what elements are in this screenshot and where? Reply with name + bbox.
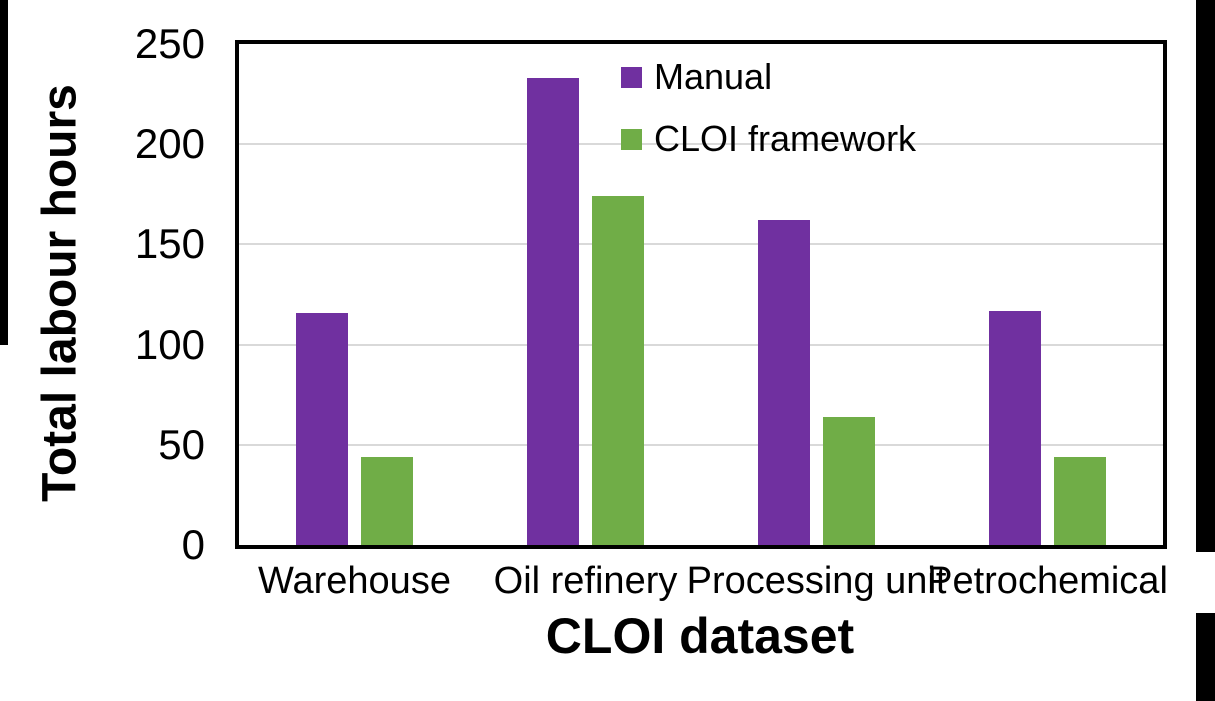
x-tick-label-warehouse: Warehouse <box>258 560 451 602</box>
legend: Manual CLOI framework <box>621 56 916 180</box>
gridline-50 <box>239 443 1163 446</box>
x-axis-title: CLOI dataset <box>545 608 855 664</box>
legend-item-cloi-framework: CLOI framework <box>621 118 916 160</box>
y-tick-label-0: 0 <box>181 521 205 568</box>
crop-artifact-bar-right-top <box>1196 0 1215 552</box>
bar-cloi-framework-warehouse <box>361 456 413 545</box>
legend-label: Manual <box>654 56 773 97</box>
x-tick-label-processing-unit: Processing unit <box>686 560 947 602</box>
legend-item-manual: Manual <box>621 56 916 98</box>
y-tick-label-250: 250 <box>134 20 205 67</box>
crop-artifact-bar-right-bottom <box>1196 613 1215 701</box>
gridline-100 <box>239 343 1163 346</box>
legend-label: CLOI framework <box>654 118 917 159</box>
bar-manual-warehouse <box>296 312 348 545</box>
plot-area <box>235 40 1167 549</box>
gridline-150 <box>239 243 1163 246</box>
gridline-200 <box>239 143 1163 146</box>
y-tick-label-150: 150 <box>134 220 205 268</box>
y-tick-label-200: 200 <box>134 120 205 168</box>
bar-manual-oil-refinery <box>527 78 579 545</box>
bar-manual-petrochemical <box>989 310 1041 545</box>
bar-cloi-framework-petrochemical <box>1054 456 1106 545</box>
bar-manual-processing-unit <box>758 220 810 545</box>
x-tick-label-oil-refinery: Oil refinery <box>493 560 678 602</box>
legend-swatch-icon <box>621 128 642 150</box>
y-tick-label-50: 50 <box>158 420 205 468</box>
bar-cloi-framework-processing-unit <box>823 416 875 545</box>
crop-artifact-bar-left <box>0 0 8 345</box>
bar-cloi-framework-oil-refinery <box>592 196 644 545</box>
x-tick-label-petrochemical: Petrochemical <box>927 560 1168 602</box>
y-tick-label-100: 100 <box>134 320 205 368</box>
legend-swatch-icon <box>621 66 642 88</box>
